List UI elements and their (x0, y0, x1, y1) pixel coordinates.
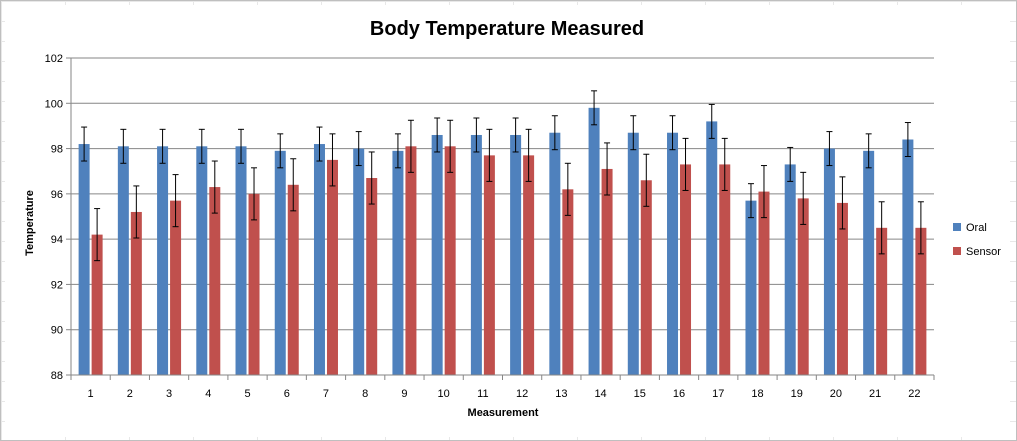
oral-bar (392, 150, 404, 375)
x-tick-labels: 1 2 3 4 5 6 7 8 9 10 11 12 13 14 15 16 17 18 19 20 21 22 (88, 388, 921, 400)
x-tick-label: 4 (205, 388, 211, 400)
sensor-bar (91, 234, 103, 375)
x-tick-label: 9 (401, 388, 407, 400)
x-tick-label: 1 (88, 388, 94, 400)
sensor-bar (601, 168, 613, 375)
sensor-bar (523, 155, 535, 375)
y-tick-label: 98 (51, 144, 63, 156)
x-tick-label: 2 (127, 388, 133, 400)
sensor-bar (758, 191, 770, 375)
bars (78, 107, 927, 376)
oral-bar (784, 164, 796, 375)
oral-bar (353, 148, 365, 375)
x-tick-label: 17 (712, 388, 724, 400)
x-tick-label: 12 (516, 388, 528, 400)
oral-bar (510, 134, 522, 375)
x-tick-label: 6 (284, 388, 290, 400)
x-tick-label: 18 (751, 388, 763, 400)
oral-bar (706, 121, 718, 376)
oral-bar (902, 139, 914, 375)
x-tick-label: 14 (594, 388, 606, 400)
y-tick-label: 88 (51, 370, 63, 382)
legend-swatch-sensor (953, 247, 961, 255)
x-tick-label: 21 (869, 388, 881, 400)
x-tick-label: 13 (555, 388, 567, 400)
y-tick-label: 90 (51, 325, 63, 337)
x-tick-label: 15 (634, 388, 646, 400)
y-tick-label: 100 (45, 98, 63, 110)
oral-bar (549, 132, 561, 375)
legend-swatch-oral (953, 223, 961, 231)
sensor-bar (640, 180, 652, 375)
oral-bar (588, 107, 600, 376)
oral-bar (313, 144, 325, 375)
sensor-bar (444, 146, 456, 375)
x-tick-label: 22 (908, 388, 920, 400)
x-tick-label: 8 (362, 388, 368, 400)
y-tick-label: 96 (51, 189, 63, 201)
oral-bar (235, 146, 247, 375)
sensor-bar (797, 198, 809, 375)
y-tick-label: 92 (51, 279, 63, 291)
oral-bar (823, 148, 835, 375)
legend-label-sensor: Sensor (966, 246, 1001, 258)
chart-area: Body Temperature Measured Measurement Te… (5, 5, 1010, 437)
oral-bar (745, 200, 757, 375)
sensor-bar (287, 184, 299, 375)
x-tick-label: 10 (438, 388, 450, 400)
oral-bar (274, 150, 286, 375)
x-tick-label: 19 (791, 388, 803, 400)
y-tick-label: 102 (45, 53, 63, 65)
sensor-bar (209, 187, 221, 375)
sensor-bar (326, 159, 338, 375)
chart-title: Body Temperature Measured (370, 18, 644, 40)
sensor-bar (366, 178, 378, 375)
sensor-bar (836, 202, 848, 375)
sensor-bar (130, 211, 142, 375)
sensor-bar (405, 146, 417, 375)
sensor-bar (483, 155, 495, 375)
x-axis-title: Measurement (468, 407, 539, 419)
legend-label-oral: Oral (966, 222, 987, 234)
legend: Oral Sensor (953, 222, 1001, 258)
x-tick-label: 20 (830, 388, 842, 400)
y-tick-labels: 88 90 92 94 96 98 100 102 (45, 53, 63, 382)
sensor-bar (248, 193, 260, 375)
oral-bar (117, 146, 129, 375)
x-tick-label: 5 (244, 388, 250, 400)
sensor-bar (680, 164, 692, 375)
sensor-bar (170, 200, 182, 375)
x-tick-label: 16 (673, 388, 685, 400)
error-bars (81, 90, 924, 262)
x-tick-label: 7 (323, 388, 329, 400)
sensor-bar (719, 164, 731, 375)
sensor-bar (562, 189, 574, 375)
oral-bar (196, 146, 208, 375)
chart-svg: Body Temperature Measured Measurement Te… (24, 18, 1001, 419)
oral-bar (667, 132, 679, 375)
oral-bar (627, 132, 639, 375)
oral-bar (431, 134, 443, 375)
oral-bar (470, 134, 482, 375)
x-tick-label: 3 (166, 388, 172, 400)
sensor-bar (876, 227, 888, 375)
x-tick-label: 11 (477, 388, 488, 400)
y-axis-title: Temperature (24, 190, 36, 256)
axes (66, 57, 935, 380)
sensor-bar (915, 227, 927, 375)
y-tick-label: 94 (51, 234, 63, 246)
oral-bar (78, 144, 90, 375)
oral-bar (157, 146, 169, 375)
oral-bar (863, 150, 875, 375)
